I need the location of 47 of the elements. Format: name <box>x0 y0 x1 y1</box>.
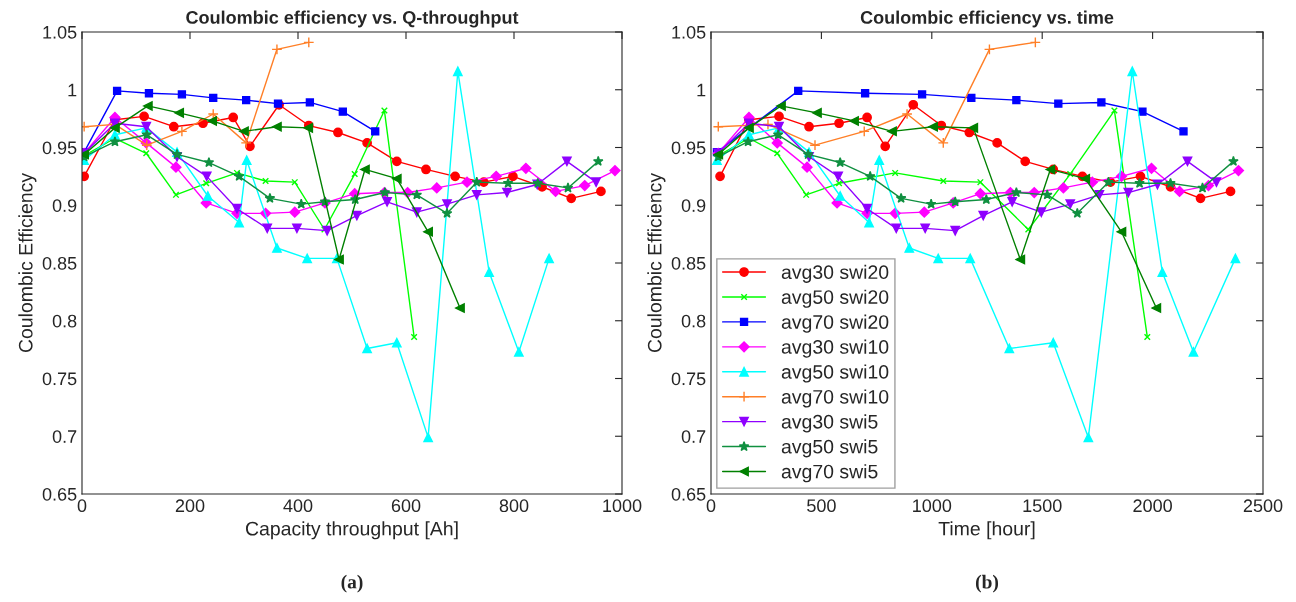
y-tick-label: 0.75 <box>671 372 706 386</box>
legend-label: avg30 swi10 <box>781 339 889 358</box>
y-tick-label: 0.85 <box>42 256 77 270</box>
x-tick-label: 200 <box>175 499 205 513</box>
x-tick-label: 1000 <box>913 499 952 513</box>
x-tick-label: 600 <box>391 499 421 513</box>
y-tick-label: 0.75 <box>42 372 77 386</box>
y-tick-label: 1.05 <box>43 25 77 39</box>
legend-label: avg70 swi5 <box>781 464 878 483</box>
legend-label: avg70 swi10 <box>781 389 889 408</box>
y-tick-label: 0.8 <box>52 314 77 328</box>
text: (b) <box>975 574 999 593</box>
x-tick-label: 1000 <box>603 499 642 513</box>
y-tick-label: 0.9 <box>52 199 77 212</box>
y-tick-label: 1 <box>697 83 706 97</box>
x-axis-title: Time [hour] <box>938 521 1035 540</box>
y-tick-label: 0.7 <box>681 430 706 443</box>
x-axis-title: Capacity throughput [Ah] <box>245 521 458 540</box>
x-tick-label: 2500 <box>1243 499 1283 513</box>
legend-label: avg50 swi5 <box>781 439 878 458</box>
legend-label: avg30 swi5 <box>781 414 878 433</box>
x-tick-label: 1500 <box>1023 499 1062 513</box>
y-tick-label: 0.7 <box>52 430 77 443</box>
y-tick-label: 0.85 <box>671 256 706 270</box>
legend-label: avg50 swi10 <box>781 364 889 383</box>
chart-title: Coulombic efficiency vs. time <box>860 10 1114 28</box>
x-tick-label: 800 <box>499 499 529 513</box>
legend-label: avg50 swi20 <box>781 289 889 308</box>
text: (a) <box>341 574 363 593</box>
y-tick-label: 0.65 <box>671 487 706 501</box>
y-axis-title: Coulombic Efficiency <box>647 172 666 353</box>
y-tick-label: 0.8 <box>681 314 706 328</box>
y-axis-title: Coulombic Efficiency <box>18 172 37 353</box>
x-tick-label: 0 <box>77 499 87 513</box>
y-tick-label: 0.65 <box>42 487 77 501</box>
chart-title: Coulombic efficiency vs. Q-throughput <box>186 10 519 28</box>
y-tick-label: 0.95 <box>671 141 706 155</box>
y-tick-label: 0.95 <box>42 141 77 155</box>
x-tick-label: 500 <box>807 499 836 513</box>
legend-label: avg70 swi20 <box>781 314 889 333</box>
x-tick-label: 0 <box>706 499 716 513</box>
legend-label: avg30 swi20 <box>781 264 889 283</box>
y-tick-label: 1 <box>68 83 77 97</box>
y-tick-label: 0.9 <box>681 199 706 212</box>
x-tick-label: 400 <box>283 499 313 513</box>
y-tick-label: 1.05 <box>672 25 706 39</box>
x-tick-label: 2000 <box>1133 499 1172 513</box>
